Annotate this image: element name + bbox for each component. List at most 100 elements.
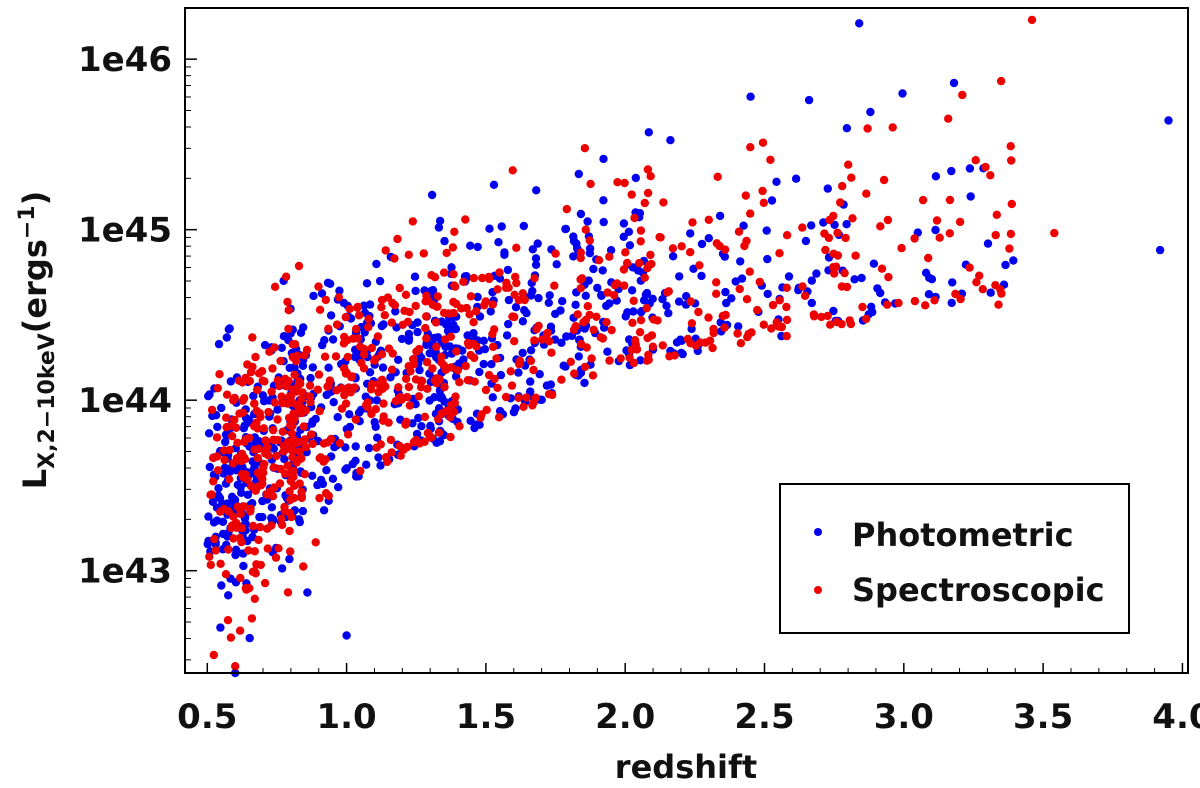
axis-ticks: 0.5 1.0 1.5 2.0 2.5 3.0 3.5 4.0 1e43 1e44 1e45 1e46 xyxy=(78,40,1200,737)
scatter-point-spectroscopic xyxy=(252,560,261,569)
scatter-point-spectroscopic xyxy=(958,90,967,100)
scatter-point-photometric xyxy=(731,277,740,286)
scatter-point-spectroscopic xyxy=(351,324,361,334)
scatter-point-photometric xyxy=(213,422,222,432)
scatter-point-photometric xyxy=(231,550,240,560)
scatter-point-spectroscopic xyxy=(826,320,835,329)
scatter-point-spectroscopic xyxy=(404,250,413,259)
scatter-point-spectroscopic xyxy=(395,283,404,293)
scatter-point-photometric xyxy=(237,488,246,497)
scatter-point-spectroscopic xyxy=(228,459,238,468)
scatter-point-photometric xyxy=(767,196,777,205)
scatter-point-photometric xyxy=(666,136,675,145)
scatter-point-photometric xyxy=(362,460,371,469)
scatter-point-photometric xyxy=(329,398,338,407)
scatter-point-spectroscopic xyxy=(340,332,349,342)
scatter-point-spectroscopic xyxy=(210,534,219,544)
scatter-point-spectroscopic xyxy=(270,282,280,291)
scatter-point-spectroscopic xyxy=(315,493,324,503)
scatter-point-spectroscopic xyxy=(281,272,291,281)
scatter-point-spectroscopic xyxy=(883,300,892,309)
scatter-point-spectroscopic xyxy=(782,331,791,341)
scatter-point-photometric xyxy=(869,259,879,268)
scatter-point-spectroscopic xyxy=(457,304,466,313)
scatter-point-spectroscopic xyxy=(646,172,655,181)
scatter-point-photometric xyxy=(212,516,222,525)
scatter-point-spectroscopic xyxy=(800,291,810,300)
scatter-point-photometric xyxy=(334,483,343,492)
scatter-point-spectroscopic xyxy=(230,393,239,403)
scatter-point-spectroscopic xyxy=(405,307,414,317)
scatter-point-spectroscopic xyxy=(592,312,601,321)
scatter-point-spectroscopic xyxy=(271,553,281,562)
scatter-point-spectroscopic xyxy=(274,381,284,391)
scatter-point-spectroscopic xyxy=(798,223,807,232)
scatter-point-spectroscopic xyxy=(437,358,446,367)
scatter-point-photometric xyxy=(562,332,571,341)
scatter-point-spectroscopic xyxy=(224,507,233,516)
scatter-point-photometric xyxy=(572,239,581,248)
scatter-point-spectroscopic xyxy=(315,305,325,314)
scatter-point-spectroscopic xyxy=(301,442,311,452)
scatter-point-photometric xyxy=(807,298,816,308)
scatter-point-spectroscopic xyxy=(924,253,933,263)
scatter-point-spectroscopic xyxy=(544,337,554,346)
scatter-point-spectroscopic xyxy=(910,296,920,306)
scatter-point-spectroscopic xyxy=(492,354,501,363)
scatter-point-spectroscopic xyxy=(232,423,241,432)
scatter-point-spectroscopic xyxy=(647,331,657,340)
scatter-point-spectroscopic xyxy=(630,336,640,345)
scatter-point-spectroscopic xyxy=(742,295,752,304)
scatter-point-spectroscopic xyxy=(759,320,768,329)
scatter-point-photometric xyxy=(374,453,383,462)
scatter-point-spectroscopic xyxy=(261,436,270,445)
scatter-point-photometric xyxy=(801,236,811,246)
scatter-point-spectroscopic xyxy=(346,388,355,397)
scatter-point-photometric xyxy=(255,512,264,522)
scatter-point-spectroscopic xyxy=(276,356,285,366)
scatter-point-photometric xyxy=(489,180,499,189)
scatter-point-spectroscopic xyxy=(253,424,262,433)
scatter-point-photometric xyxy=(542,381,552,390)
scatter-point-spectroscopic xyxy=(433,302,442,311)
scatter-point-spectroscopic xyxy=(576,284,585,293)
scatter-point-photometric xyxy=(644,128,653,137)
scatter-point-spectroscopic xyxy=(876,222,885,231)
scatter-point-spectroscopic xyxy=(708,343,717,353)
scatter-point-photometric xyxy=(497,222,506,231)
scatter-point-photometric xyxy=(326,311,336,320)
scatter-point-photometric xyxy=(921,268,931,277)
scatter-point-photometric xyxy=(502,331,512,340)
scatter-point-spectroscopic xyxy=(422,358,432,367)
scatter-point-photometric xyxy=(965,164,975,173)
y-axis-title-unit-close: ) xyxy=(16,191,54,206)
scatter-point-spectroscopic xyxy=(910,234,919,243)
scatter-point-spectroscopic xyxy=(285,509,295,518)
scatter-point-spectroscopic xyxy=(324,324,333,333)
scatter-point-spectroscopic xyxy=(629,296,638,305)
scatter-point-photometric xyxy=(322,466,331,475)
scatter-point-photometric xyxy=(258,496,267,506)
scatter-point-spectroscopic xyxy=(1007,199,1016,209)
scatter-point-spectroscopic xyxy=(459,277,468,286)
scatter-point-spectroscopic xyxy=(532,325,541,334)
scatter-point-spectroscopic xyxy=(341,312,350,322)
scatter-point-photometric xyxy=(273,405,282,414)
scatter-point-spectroscopic xyxy=(285,398,295,408)
scatter-point-spectroscopic xyxy=(435,375,444,384)
scatter-point-spectroscopic xyxy=(373,332,383,341)
scatter-point-spectroscopic xyxy=(694,307,703,317)
scatter-point-spectroscopic xyxy=(642,304,651,313)
scatter-point-spectroscopic xyxy=(452,347,461,356)
scatter-point-spectroscopic xyxy=(510,337,519,346)
scatter-point-spectroscopic xyxy=(282,381,291,391)
scatter-point-photometric xyxy=(518,317,528,326)
scatter-point-photometric xyxy=(746,92,755,101)
scatter-point-photometric xyxy=(584,276,593,285)
scatter-point-spectroscopic xyxy=(746,143,755,152)
scatter-point-photometric xyxy=(697,271,706,281)
scatter-point-photometric xyxy=(435,216,445,226)
scatter-point-spectroscopic xyxy=(971,156,980,165)
scatter-point-photometric xyxy=(470,423,479,433)
scatter-point-photometric xyxy=(593,283,602,293)
